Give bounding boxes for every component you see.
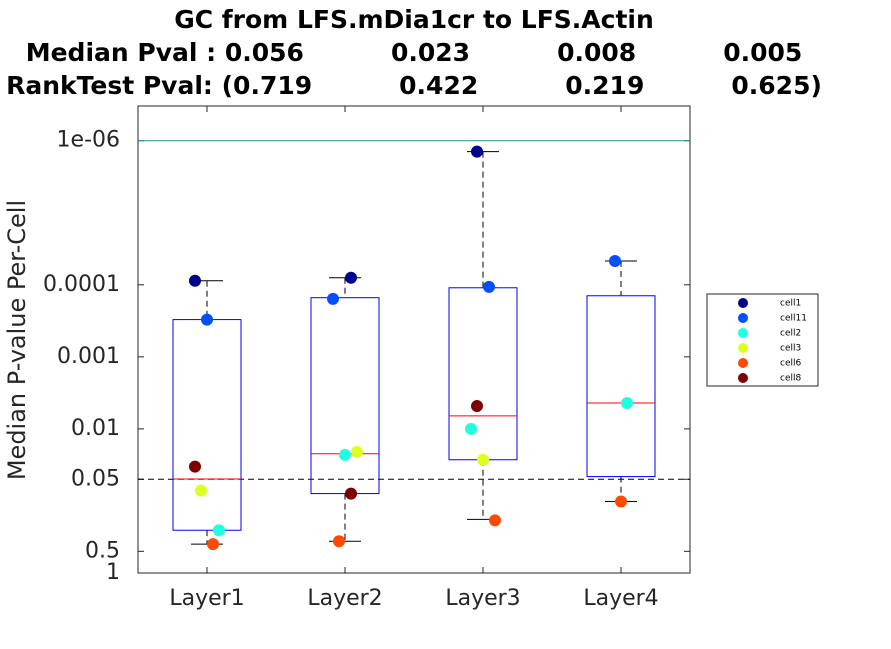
data-point bbox=[351, 445, 363, 458]
x-tick-label: Layer3 bbox=[445, 586, 520, 611]
x-tick-label: Layer2 bbox=[307, 586, 382, 611]
data-point bbox=[471, 400, 483, 413]
y-tick-label: 1e-06 bbox=[57, 128, 120, 153]
data-point bbox=[471, 145, 483, 158]
x-tick-label: Layer1 bbox=[169, 586, 244, 611]
legend-frame bbox=[706, 293, 819, 387]
data-point bbox=[345, 271, 357, 284]
data-point bbox=[483, 280, 495, 293]
legend-label: cell6 bbox=[780, 359, 801, 369]
legend-marker bbox=[738, 313, 748, 323]
x-tick-label: Layer4 bbox=[583, 586, 658, 611]
data-point bbox=[621, 396, 633, 409]
data-point bbox=[477, 453, 489, 466]
data-point bbox=[207, 538, 219, 551]
chart-subtitle: Median Pval : 0.056 0.023 0.008 0.005 bbox=[26, 38, 803, 67]
data-point bbox=[489, 514, 501, 527]
y-axis-label: Median P-value Per-Cell bbox=[3, 200, 31, 480]
data-point bbox=[201, 313, 213, 326]
y-tick-label: 0.5 bbox=[85, 538, 120, 563]
legend-label: cell1 bbox=[780, 299, 801, 309]
y-tick-label: 0.0001 bbox=[43, 272, 120, 297]
data-point bbox=[615, 495, 627, 508]
legend-label: cell2 bbox=[780, 329, 801, 339]
box bbox=[586, 295, 656, 478]
data-point bbox=[327, 292, 339, 305]
y-tick-label: 0.001 bbox=[57, 344, 120, 369]
y-tick-label: 0.01 bbox=[71, 416, 120, 441]
legend-marker bbox=[738, 358, 748, 368]
data-point bbox=[333, 535, 345, 548]
y-tick-label: 1 bbox=[106, 560, 120, 585]
data-point bbox=[195, 484, 207, 497]
chart-title: GC from LFS.mDia1cr to LFS.Actin bbox=[174, 5, 654, 34]
y-tick-label: 0.05 bbox=[71, 466, 120, 491]
legend-label: cell11 bbox=[780, 314, 807, 324]
chart-subtitle: RankTest Pval: (0.719 0.422 0.219 0.625) bbox=[6, 71, 822, 100]
legend-marker bbox=[738, 298, 748, 308]
data-point bbox=[345, 487, 357, 500]
data-point bbox=[189, 460, 201, 473]
legend-marker bbox=[738, 328, 748, 338]
data-point bbox=[339, 448, 351, 461]
legend-label: cell3 bbox=[780, 344, 801, 354]
data-point bbox=[609, 254, 621, 267]
data-point bbox=[189, 274, 201, 287]
legend-marker bbox=[738, 373, 748, 383]
plot-frame bbox=[137, 105, 691, 574]
legend-label: cell8 bbox=[780, 374, 801, 384]
data-point bbox=[465, 422, 477, 435]
legend-marker bbox=[738, 343, 748, 353]
data-point bbox=[213, 524, 225, 537]
